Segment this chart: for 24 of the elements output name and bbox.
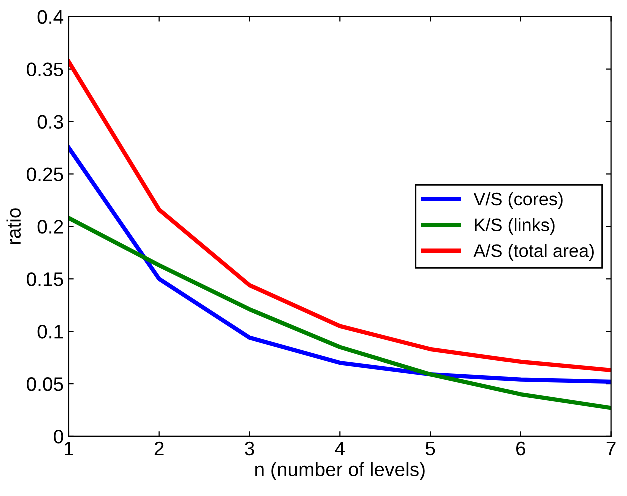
y-tick-label: 0.3 [38, 115, 64, 130]
x-tick-label: 1 [65, 442, 74, 456]
y-tick-label: 0.4 [38, 10, 64, 24]
line-series [68, 60, 612, 372]
x-axis-title: n (number of levels) [256, 462, 425, 480]
legend-label: V/S (cores) [474, 192, 563, 210]
x-tick-label: 7 [606, 442, 616, 456]
x-tick-label: 2 [154, 442, 164, 456]
y-tick-label: 0.1 [38, 325, 64, 339]
line-series [68, 146, 612, 384]
legend-label: K/S (links) [475, 218, 555, 236]
legend-label: A/S (total area) [474, 244, 594, 261]
y-tick-label: 0.05 [27, 377, 64, 392]
y-tick-label: 0 [54, 430, 64, 444]
line-series [68, 216, 612, 410]
y-tick-label: 0.2 [38, 220, 64, 234]
y-axis-title: ratio [6, 208, 22, 244]
y-tick-label: 0.15 [27, 272, 64, 286]
x-tick-label: 4 [335, 442, 345, 456]
x-tick-label: 5 [426, 442, 436, 456]
y-tick-label: 0.35 [27, 62, 64, 77]
y-tick-label: 0.25 [27, 168, 64, 182]
x-tick-label: 6 [516, 442, 526, 456]
x-tick-label: 3 [245, 442, 254, 456]
